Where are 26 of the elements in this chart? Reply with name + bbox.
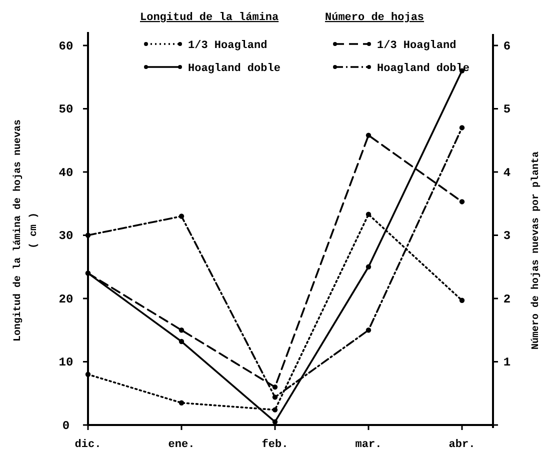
y2-tick-label: 4 [503, 166, 511, 180]
y-tick-label: 50 [58, 102, 74, 117]
y-tick-label: 0 [62, 419, 70, 433]
x-tick-label: ene. [168, 439, 195, 451]
x-tick-label: dic. [74, 439, 102, 451]
x-tick-label: mar. [355, 439, 382, 451]
y2-tick-label: 2 [503, 292, 511, 306]
y-axis-title: Longitud de la lámina de hojas nuevas ( cm ) [12, 119, 40, 342]
legend-label: Hoagland doble [188, 63, 281, 75]
y2-tick-label: 1 [503, 356, 511, 370]
text: Longitud de la lámina [140, 12, 279, 24]
legend-label: Hoagland doble [377, 63, 470, 75]
x-tick-label: abr. [448, 439, 476, 451]
y-tick-label: 60 [58, 39, 74, 54]
y2-tick-label: 5 [503, 102, 511, 117]
y-tick-label: 10 [58, 356, 74, 370]
y2-axis-title: Número de hojas nuevas por planta [530, 151, 542, 350]
legend-label: 1/3 Hoagland [188, 40, 268, 52]
y2-tick-label: 3 [503, 229, 511, 244]
y-tick-label: 20 [58, 292, 74, 306]
y-tick-label: 30 [58, 229, 74, 244]
x-tick-label: feb. [262, 438, 288, 451]
y2-tick-label: 6 [503, 39, 511, 54]
legend-label: 1/3 Hoagland [377, 40, 456, 52]
y-tick-label: 40 [58, 166, 74, 180]
text: Número de hojas [325, 12, 424, 24]
